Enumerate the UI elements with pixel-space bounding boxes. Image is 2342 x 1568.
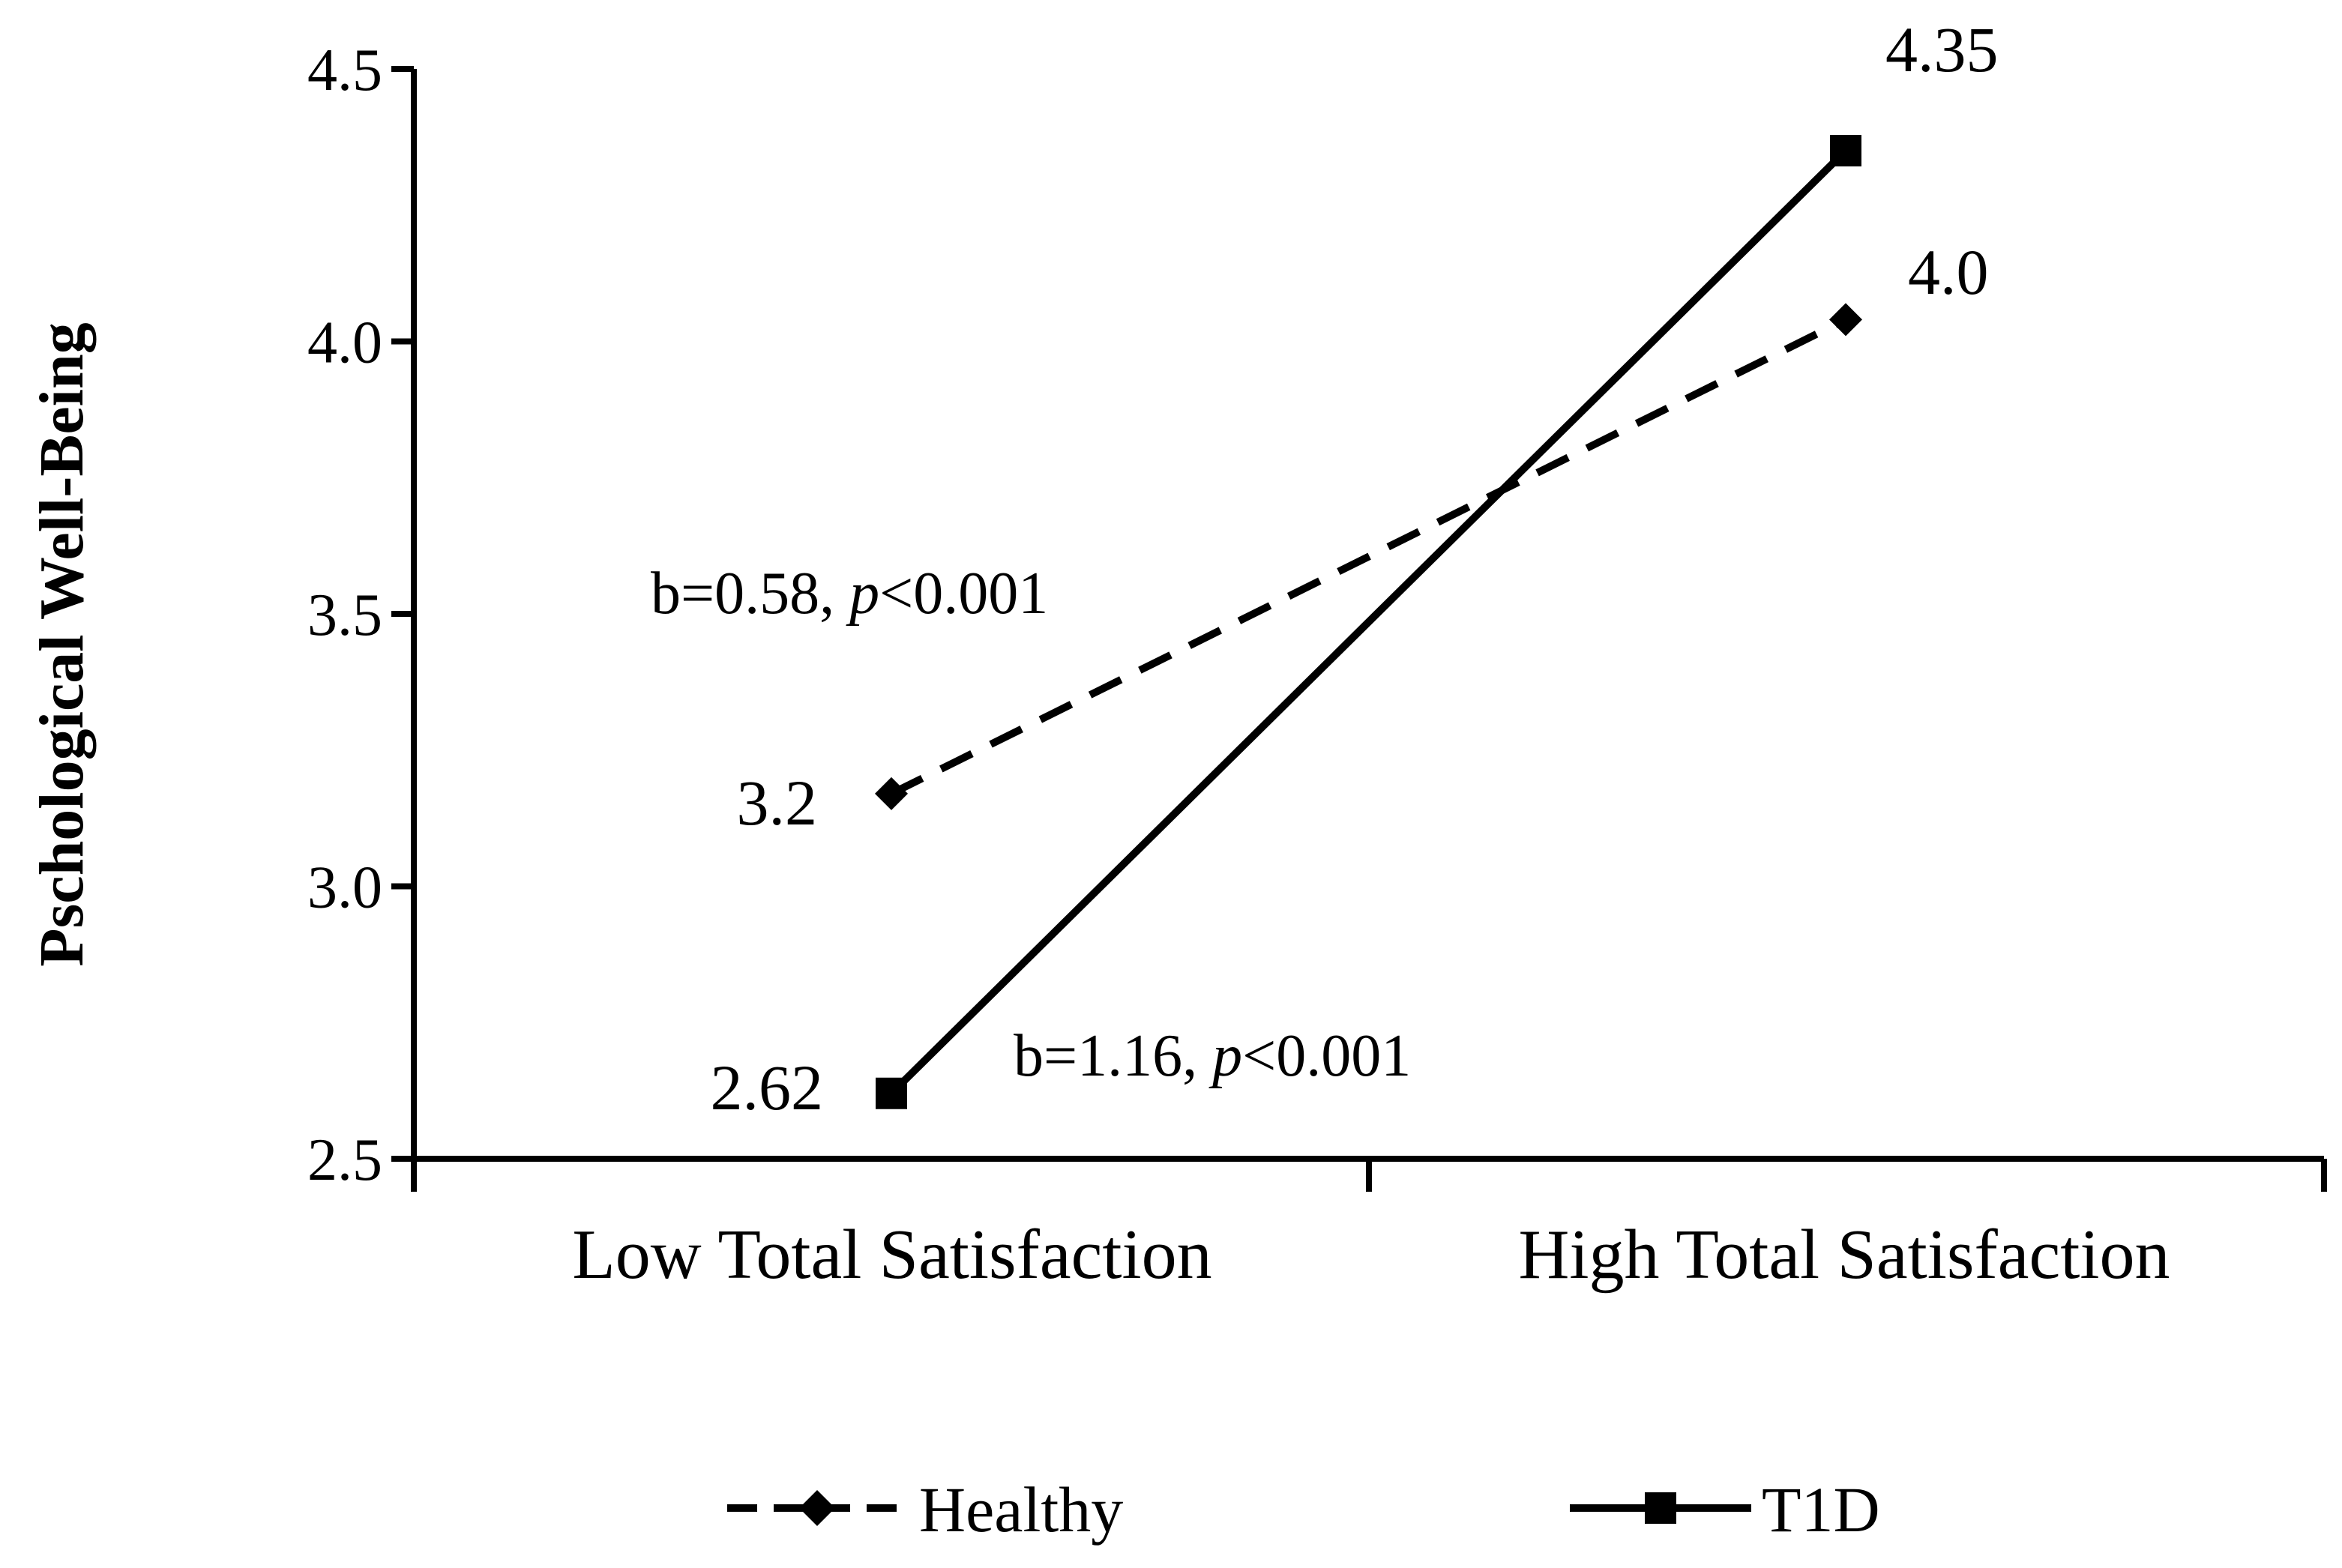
annotation-t1d-suffix: <0.001 (1242, 1023, 1411, 1089)
y-tick-label-4: 4.5 (307, 37, 382, 103)
data-point-healthy-low (875, 777, 908, 810)
annotation-t1d-p: p (1208, 1023, 1242, 1089)
category-label-high: High Total Satisfaction (1519, 1216, 2170, 1294)
data-point-healthy-high (1829, 303, 1862, 337)
legend-label-healthy: Healthy (919, 1474, 1123, 1546)
data-label-healthy-low: 3.2 (737, 767, 818, 839)
y-tick-label-1: 3.0 (307, 855, 382, 921)
data-point-t1d-low (876, 1077, 907, 1109)
y-axis-label: Pschological Well-Being (27, 322, 97, 966)
series-line-t1d (888, 148, 1849, 1097)
annotation-t1d-prefix: b=1.16, (1014, 1023, 1212, 1089)
annotation-healthy-suffix: <0.001 (879, 561, 1048, 627)
legend-label-t1d: T1D (1762, 1474, 1880, 1546)
category-label-low: Low Total Satisfaction (572, 1216, 1211, 1294)
data-label-healthy-high: 4.0 (1908, 236, 1989, 308)
data-label-t1d-high: 4.35 (1885, 13, 1999, 85)
y-tick-label-3: 4.0 (307, 310, 382, 376)
annotation-healthy-prefix: b=0.58, (651, 561, 849, 627)
y-tick-label-2: 3.5 (307, 582, 382, 648)
annotation-t1d-slope: b=1.16, p<0.001 (1014, 1023, 1411, 1089)
y-ticks: 2.5 3.0 3.5 4.0 4.5 (307, 37, 414, 1193)
annotation-healthy-slope: b=0.58, p<0.001 (651, 561, 1048, 627)
legend: Healthy T1D (727, 1474, 1880, 1546)
legend-marker-t1d (1645, 1492, 1676, 1524)
data-point-t1d-high (1830, 135, 1861, 167)
legend-marker-healthy (799, 1490, 835, 1526)
series-line-healthy (889, 316, 1848, 797)
data-label-t1d-low: 2.62 (711, 1052, 824, 1124)
y-tick-label-0: 2.5 (307, 1127, 382, 1193)
annotation-healthy-p: p (846, 561, 879, 627)
